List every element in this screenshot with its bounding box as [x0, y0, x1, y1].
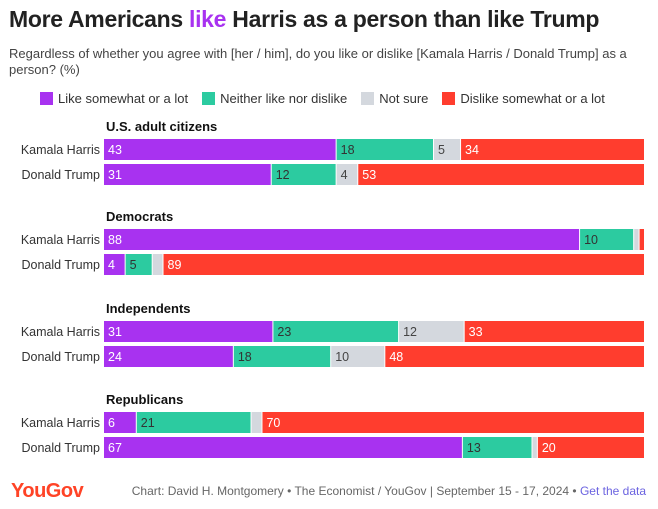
- value-label-like-democrats-kamala-harris: 88: [108, 233, 122, 247]
- value-label-notsure-independents-kamala-harris: 12: [403, 325, 417, 339]
- bar-neither-independents-kamala-harris: [273, 321, 399, 342]
- value-label-notsure-u-s-adult-citizens-donald-trump: 4: [341, 168, 348, 182]
- bar-dislike-independents-kamala-harris: [464, 321, 644, 342]
- value-label-like-independents-kamala-harris: 31: [108, 325, 122, 339]
- value-label-notsure-u-s-adult-citizens-kamala-harris: 5: [438, 143, 445, 157]
- title-pre: More Americans: [9, 6, 189, 32]
- legend-swatch-notsure: [361, 92, 375, 105]
- value-label-neither-democrats-kamala-harris: 10: [584, 233, 598, 247]
- value-label-like-u-s-adult-citizens-donald-trump: 31: [108, 168, 122, 182]
- bar-dislike-democrats-donald-trump: [163, 254, 644, 275]
- bar-notsure-independents-kamala-harris: [399, 321, 464, 342]
- legend-item-notsure: Not sure: [361, 91, 428, 106]
- value-label-like-republicans-donald-trump: 67: [108, 441, 122, 455]
- bar-notsure-republicans-donald-trump: [532, 437, 537, 458]
- title-post: Harris as a person than like Trump: [226, 6, 600, 32]
- bar-dislike-democrats-kamala-harris: [639, 229, 644, 250]
- row-label-republicans-donald-trump: Donald Trump: [21, 441, 100, 455]
- legend: Like somewhat or a lot Neither like nor …: [40, 91, 605, 106]
- legend-item-dislike: Dislike somewhat or a lot: [442, 91, 605, 106]
- value-label-neither-independents-kamala-harris: 23: [277, 325, 291, 339]
- bar-neither-u-s-adult-citizens-donald-trump: [271, 164, 336, 185]
- bar-notsure-independents-donald-trump: [331, 346, 385, 367]
- value-label-neither-independents-donald-trump: 18: [238, 350, 252, 364]
- value-label-dislike-u-s-adult-citizens-donald-trump: 53: [362, 168, 376, 182]
- get-data-link[interactable]: Get the data: [579, 484, 646, 498]
- bar-dislike-republicans-donald-trump: [537, 437, 644, 458]
- legend-label-neither: Neither like nor dislike: [220, 91, 348, 106]
- value-label-like-democrats-donald-trump: 4: [108, 258, 115, 272]
- legend-label-like: Like somewhat or a lot: [58, 91, 189, 106]
- group-header-democrats: Democrats: [106, 209, 173, 224]
- value-label-neither-u-s-adult-citizens-donald-trump: 12: [276, 168, 290, 182]
- value-label-neither-democrats-donald-trump: 5: [130, 258, 137, 272]
- bar-notsure-democrats-donald-trump: [152, 254, 163, 275]
- legend-item-like: Like somewhat or a lot: [40, 91, 188, 106]
- bar-like-democrats-kamala-harris: [104, 229, 580, 250]
- bar-dislike-u-s-adult-citizens-kamala-harris: [461, 139, 644, 160]
- value-label-dislike-u-s-adult-citizens-kamala-harris: 34: [465, 143, 479, 157]
- bar-notsure-republicans-kamala-harris: [251, 412, 262, 433]
- value-label-dislike-independents-kamala-harris: 33: [469, 325, 483, 339]
- bar-like-republicans-donald-trump: [104, 437, 462, 458]
- row-label-independents-kamala-harris: Kamala Harris: [21, 325, 100, 339]
- legend-label-notsure: Not sure: [379, 91, 429, 106]
- bar-dislike-republicans-kamala-harris: [262, 412, 644, 433]
- legend-item-neither: Neither like nor dislike: [202, 91, 347, 106]
- bar-like-u-s-adult-citizens-kamala-harris: [104, 139, 336, 160]
- chart-subtitle: Regardless of whether you agree with [he…: [9, 46, 627, 77]
- credit-text: Chart: David H. Montgomery • The Economi…: [131, 484, 580, 498]
- group-header-u-s-adult-citizens: U.S. adult citizens: [106, 119, 217, 134]
- bar-neither-democrats-kamala-harris: [580, 229, 634, 250]
- row-label-independents-donald-trump: Donald Trump: [21, 350, 100, 364]
- title-highlight: like: [189, 6, 227, 32]
- legend-swatch-like: [40, 92, 53, 105]
- legend-swatch-dislike: [442, 92, 456, 105]
- bar-neither-republicans-kamala-harris: [136, 412, 251, 433]
- group-header-independents: Independents: [106, 301, 191, 316]
- value-label-dislike-independents-donald-trump: 48: [389, 350, 403, 364]
- group-header-republicans: Republicans: [106, 392, 183, 407]
- bar-neither-republicans-donald-trump: [462, 437, 532, 458]
- row-label-republicans-kamala-harris: Kamala Harris: [21, 416, 100, 430]
- value-label-like-independents-donald-trump: 24: [108, 350, 122, 364]
- bar-notsure-democrats-kamala-harris: [634, 229, 639, 250]
- value-label-dislike-democrats-donald-trump: 89: [168, 258, 182, 272]
- bar-like-independents-donald-trump: [104, 346, 233, 367]
- bar-neither-independents-donald-trump: [233, 346, 331, 367]
- value-label-dislike-republicans-donald-trump: 20: [542, 441, 556, 455]
- yougov-logo: YouGov: [11, 480, 84, 502]
- value-label-neither-u-s-adult-citizens-kamala-harris: 18: [341, 143, 355, 157]
- bar-like-republicans-kamala-harris: [104, 412, 136, 433]
- value-label-like-republicans-kamala-harris: 6: [108, 416, 115, 430]
- bar-neither-u-s-adult-citizens-kamala-harris: [336, 139, 434, 160]
- bar-like-democrats-donald-trump: [104, 254, 125, 275]
- row-label-democrats-donald-trump: Donald Trump: [21, 258, 100, 272]
- value-label-neither-republicans-donald-trump: 13: [467, 441, 481, 455]
- legend-swatch-neither: [202, 92, 216, 105]
- bar-neither-democrats-donald-trump: [125, 254, 152, 275]
- bar-like-u-s-adult-citizens-donald-trump: [104, 164, 271, 185]
- value-label-notsure-independents-donald-trump: 10: [335, 350, 349, 364]
- row-label-democrats-kamala-harris: Kamala Harris: [21, 233, 100, 247]
- bar-dislike-u-s-adult-citizens-donald-trump: [358, 164, 644, 185]
- value-label-dislike-republicans-kamala-harris: 70: [266, 416, 280, 430]
- chart-title: More Americans like Harris as a person t…: [9, 6, 599, 33]
- value-label-neither-republicans-kamala-harris: 21: [141, 416, 155, 430]
- bar-notsure-u-s-adult-citizens-kamala-harris: [434, 139, 461, 160]
- legend-label-dislike: Dislike somewhat or a lot: [460, 91, 605, 106]
- bar-like-independents-kamala-harris: [104, 321, 273, 342]
- footer-credit: Chart: David H. Montgomery • The Economi…: [132, 484, 646, 498]
- row-label-u-s-adult-citizens-donald-trump: Donald Trump: [21, 168, 100, 182]
- bar-dislike-independents-donald-trump: [385, 346, 644, 367]
- row-label-u-s-adult-citizens-kamala-harris: Kamala Harris: [21, 143, 100, 157]
- value-label-like-u-s-adult-citizens-kamala-harris: 43: [108, 143, 122, 157]
- bar-notsure-u-s-adult-citizens-donald-trump: [336, 164, 358, 185]
